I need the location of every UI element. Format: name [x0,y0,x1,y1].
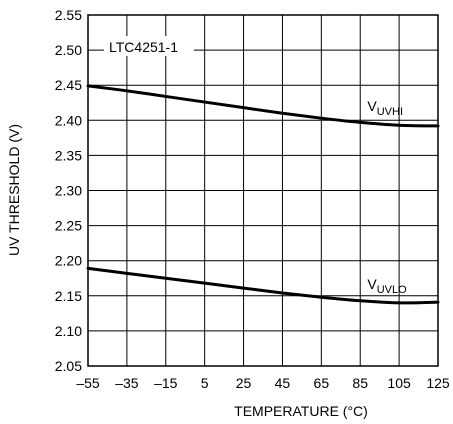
series-label-vuvhi: VUVHI [367,98,403,118]
y-axis-title: UV THRESHOLD (V) [6,124,22,256]
annotation-box: LTC4251-1 [104,36,194,56]
y-tick-label: 2.40 [55,112,82,128]
y-tick-label: 2.20 [55,253,82,269]
series-line-vuvhi [86,84,440,128]
x-tick-label: 105 [387,375,411,391]
tick-labels: –55 –35 –15 5 25 45 65 85 105 125 2.05 2.10 2.15 2.20… [55,7,450,391]
series-line-vuvlo [86,266,440,305]
grid [87,14,439,367]
y-tick-label: 2.45 [55,77,82,93]
y-tick-label: 2.15 [55,288,82,304]
y-tick-label: 2.50 [55,42,82,58]
y-tick-label: 2.55 [55,7,82,23]
annotation-background [104,36,194,56]
annotation-ltc4251-1: LTC4251-1 [109,39,178,55]
y-tick-label: 2.25 [55,218,82,234]
series-labels: VUVHI VUVLO [367,98,407,296]
series-label-vuvlo: VUVLO [367,276,407,296]
plot-frame [87,14,439,367]
y-tick-label: 2.30 [55,183,82,199]
x-tick-label: –35 [115,375,139,391]
x-tick-label: 65 [314,375,330,391]
x-tick-label: –55 [76,375,100,391]
y-tick-label: 2.05 [55,358,82,374]
x-tick-label: 25 [236,375,252,391]
x-tick-label: 5 [201,375,209,391]
x-axis-title: TEMPERATURE (°C) [234,403,368,419]
y-tick-label: 2.35 [55,147,82,163]
x-tick-label: –15 [154,375,178,391]
x-tick-label: 45 [275,375,291,391]
y-tick-label: 2.10 [55,323,82,339]
x-tick-label: 125 [426,375,450,391]
x-tick-label: 85 [352,375,368,391]
series-layer [86,84,440,305]
